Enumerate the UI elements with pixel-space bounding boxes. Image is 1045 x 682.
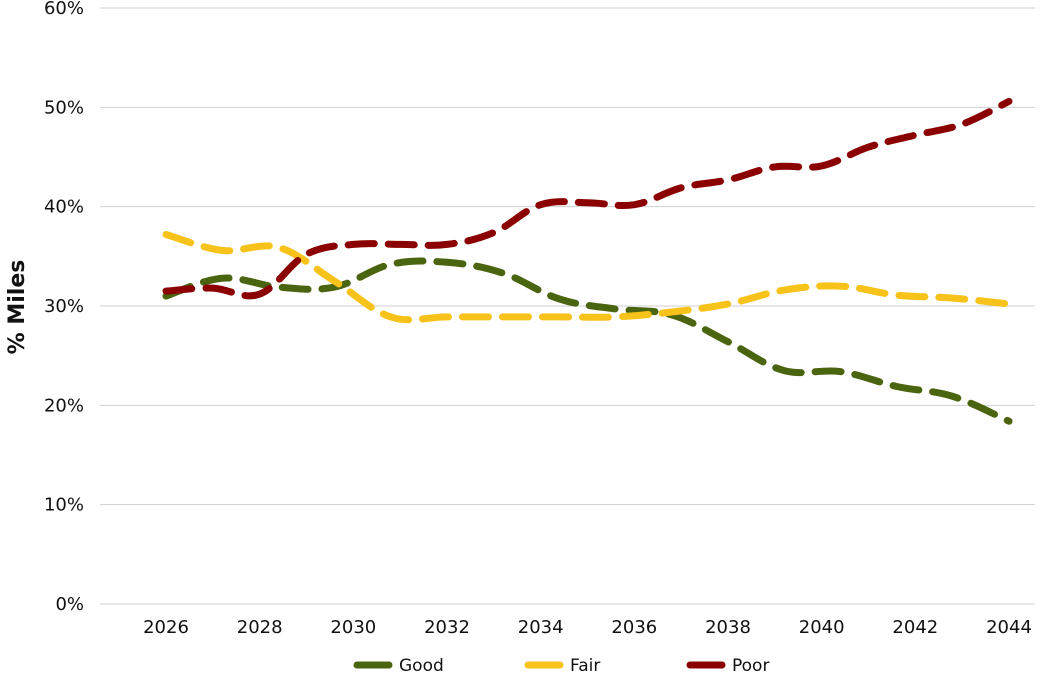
- y-tick-label: 60%: [44, 0, 84, 19]
- x-tick-label: 2028: [237, 617, 283, 638]
- series-line-fair: [162, 231, 1013, 324]
- series-lines: [162, 97, 1013, 425]
- legend-label-fair: Fair: [570, 656, 600, 676]
- y-tick-label: 20%: [44, 395, 84, 416]
- y-tick-label: 0%: [55, 594, 84, 615]
- y-axis-tick-labels: 0% 10% 20% 30% 40% 50% 60%: [44, 0, 84, 615]
- series-line-poor: [162, 97, 1013, 300]
- y-tick-label: 50%: [44, 97, 84, 118]
- x-tick-label: 2044: [986, 617, 1032, 638]
- grid-lines: [100, 7, 1035, 605]
- legend-label-good: Good: [399, 656, 444, 676]
- x-tick-label: 2038: [705, 617, 751, 638]
- y-tick-label: 40%: [44, 197, 84, 218]
- x-tick-label: 2042: [892, 617, 938, 638]
- legend-label-poor: Poor: [732, 656, 769, 676]
- legend: Good Fair Poor: [353, 656, 769, 676]
- x-tick-label: 2036: [611, 617, 657, 638]
- y-tick-label: 30%: [44, 296, 84, 317]
- y-tick-label: 10%: [44, 495, 84, 516]
- series-line-good: [162, 257, 1013, 425]
- x-tick-label: 2026: [143, 617, 189, 638]
- x-tick-label: 2040: [799, 617, 845, 638]
- x-axis-tick-labels: 2026 2028 2030 2032 2034 2036 2038 2040 2042 2044: [143, 617, 1032, 638]
- x-tick-label: 2032: [424, 617, 470, 638]
- x-tick-label: 2030: [330, 617, 376, 638]
- x-tick-label: 2034: [518, 617, 564, 638]
- y-axis-title: % Miles: [5, 260, 30, 355]
